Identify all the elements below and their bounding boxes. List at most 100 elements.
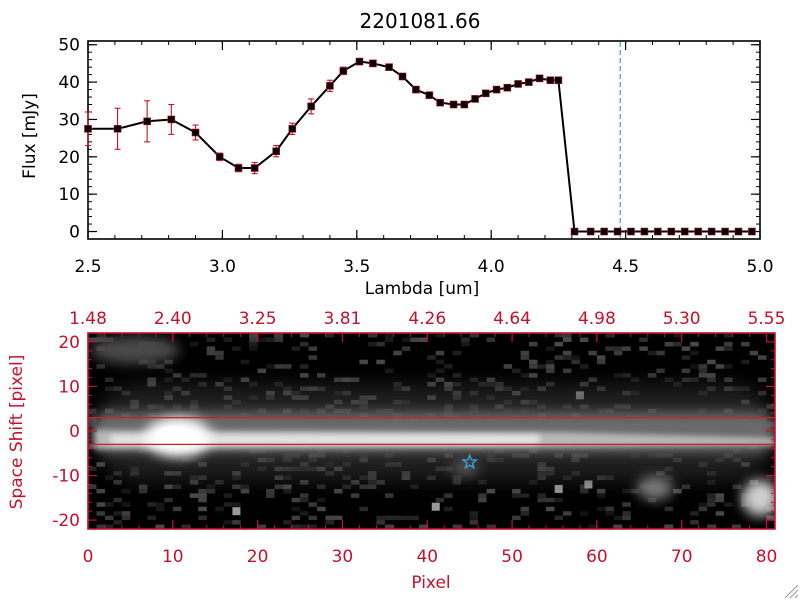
noise-pixel (206, 337, 216, 342)
data-marker (748, 227, 756, 236)
noise-pixel (300, 524, 309, 529)
noise-pixel (88, 444, 97, 449)
noise-pixel (766, 404, 775, 409)
noise-pixel (308, 346, 317, 351)
noise-pixel (206, 484, 216, 489)
noise-pixel (520, 355, 530, 360)
noise-pixel (486, 524, 496, 529)
image-axis-ticks: 0 10 20 30 40 50 60 70 80 1.48 2.40 3.25 3.81 4.26 4.6… (52, 309, 785, 567)
noise-pixel (546, 506, 555, 512)
noise-pixel (469, 377, 479, 382)
noise-pixel (698, 368, 708, 374)
noise-pixel (715, 497, 725, 503)
noise-pixel (181, 377, 190, 382)
noise-pixel (435, 350, 445, 356)
noise-pixel (206, 350, 216, 356)
noise-pixel (300, 364, 309, 369)
noise-pixel (401, 515, 411, 521)
y-tick-label: 50 (58, 36, 80, 56)
noise-pixel (88, 422, 97, 427)
noise-pixel (681, 368, 691, 374)
noise-pixel (138, 488, 148, 494)
x-tick-label: 40 (416, 547, 438, 567)
noise-pixel (283, 520, 292, 525)
error-bars (85, 58, 562, 175)
noise-pixel (554, 355, 563, 360)
noise-pixel (537, 493, 546, 498)
noise-pixel (401, 337, 411, 342)
noise-pixel (96, 511, 105, 516)
noise-pixel (300, 497, 309, 503)
data-marker (554, 76, 563, 85)
noise-pixel (613, 350, 623, 356)
x-tick-label: 4.5 (612, 257, 639, 277)
data-marker (191, 128, 200, 137)
noise-pixel (88, 484, 97, 489)
noise-pixel (206, 488, 216, 494)
noise-pixel (529, 359, 538, 365)
noise-pixel (198, 506, 207, 512)
noise-pixel (367, 480, 377, 485)
x-tick-label: 3.5 (343, 257, 370, 277)
data-marker (167, 115, 176, 124)
noise-pixel (342, 377, 351, 382)
noise-pixel (596, 506, 606, 512)
noise-pixel (444, 382, 453, 387)
noise-pixel (215, 350, 224, 356)
noise-pixel (376, 520, 385, 525)
noise-pixel (384, 333, 394, 338)
noise-pixel (283, 364, 292, 369)
data-marker (369, 59, 377, 68)
noise-pixel (537, 364, 546, 369)
bright-blob-core (155, 426, 191, 448)
noise-pixel (563, 333, 572, 338)
noise-pixel (232, 346, 241, 351)
hot-pixel (431, 502, 440, 511)
noise-pixel (715, 364, 725, 369)
noise-pixel (283, 484, 292, 489)
noise-pixel (189, 493, 199, 498)
data-marker (613, 227, 622, 236)
data-marker (482, 89, 490, 98)
noise-pixel (707, 373, 716, 378)
data-marker (503, 83, 512, 92)
noise-pixel (240, 484, 250, 489)
noise-pixel (664, 506, 674, 512)
noise-pixel (529, 373, 538, 378)
noise-pixel (274, 484, 284, 489)
y-tick-label: 0 (69, 223, 80, 243)
data-marker (385, 63, 393, 71)
noise-pixel (579, 364, 589, 369)
noise-pixel (367, 484, 377, 489)
data-marker (326, 82, 334, 90)
noise-pixel (698, 506, 708, 512)
noise-pixel (155, 364, 165, 369)
noise-pixel (732, 484, 742, 489)
data-marker (113, 124, 122, 133)
x-tick-label: 50 (501, 547, 523, 567)
noise-pixel (376, 480, 385, 485)
data-marker (707, 227, 716, 236)
resize-grip-icon[interactable] (784, 584, 799, 599)
noise-pixel (707, 497, 716, 503)
noise-pixel (223, 502, 233, 507)
noise-pixel (647, 497, 657, 503)
noise-pixel (690, 350, 699, 356)
noise-pixel (308, 502, 317, 507)
noise-pixel (300, 333, 309, 338)
noise-pixel (257, 368, 267, 374)
noise-pixel (215, 506, 224, 512)
noise-pixel (291, 515, 301, 521)
y-axis-label: Flux [mJy] (20, 93, 40, 179)
data-marker (734, 227, 743, 236)
noise-pixel (469, 333, 479, 338)
data-marker (339, 67, 348, 75)
top-tick-label: 3.25 (239, 309, 277, 329)
x-tick-label: 2.5 (74, 257, 101, 277)
noise-pixel (300, 511, 309, 516)
x-tick-label: 30 (332, 547, 354, 567)
noise-pixel (88, 413, 97, 418)
image-glow (90, 336, 775, 516)
noise-pixel (690, 377, 699, 382)
noise-pixel (317, 506, 326, 512)
